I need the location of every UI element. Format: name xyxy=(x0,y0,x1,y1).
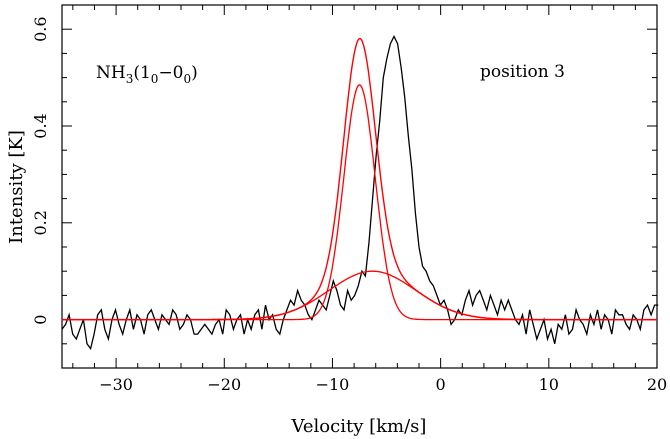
x-tick-label: 10 xyxy=(539,375,559,394)
series-group xyxy=(61,35,659,351)
x-tick-label: 20 xyxy=(647,375,667,394)
x-tick-label: −20 xyxy=(207,375,241,394)
molecule-sub-lower: 0 xyxy=(184,72,192,86)
tick-labels: −30 −20 −10 0 10 20 0 0.2 0.4 0.6 xyxy=(31,16,667,394)
y-tick-label: 0 xyxy=(31,315,50,325)
y-tick-label: 0.6 xyxy=(31,16,50,41)
y-tick-label: 0.2 xyxy=(31,210,50,235)
molecule-label: NH3(10−00) xyxy=(96,63,198,86)
molecule-sub-upper: 0 xyxy=(151,72,159,86)
observed-spectrum-line xyxy=(61,35,659,351)
position-label: position 3 xyxy=(480,62,565,82)
molecule-sub-3: 3 xyxy=(126,72,134,86)
molecule-close: ) xyxy=(191,63,198,83)
plot-frame xyxy=(61,4,658,369)
fit-sum-line xyxy=(62,37,657,321)
x-tick-label: −10 xyxy=(316,375,350,394)
molecule-base: NH xyxy=(96,63,126,83)
molecule-open: (1 xyxy=(133,63,150,83)
molecule-mid: −0 xyxy=(158,63,183,83)
x-axis-label: Velocity [km/s] xyxy=(291,416,427,437)
x-tick-label: −30 xyxy=(99,375,133,394)
y-tick-label: 0.4 xyxy=(31,113,50,138)
fit-component-1-line xyxy=(62,84,657,321)
y-axis-label: Intensity [K] xyxy=(6,130,27,244)
tick-marks xyxy=(62,5,658,369)
x-tick-label: 0 xyxy=(436,375,446,394)
